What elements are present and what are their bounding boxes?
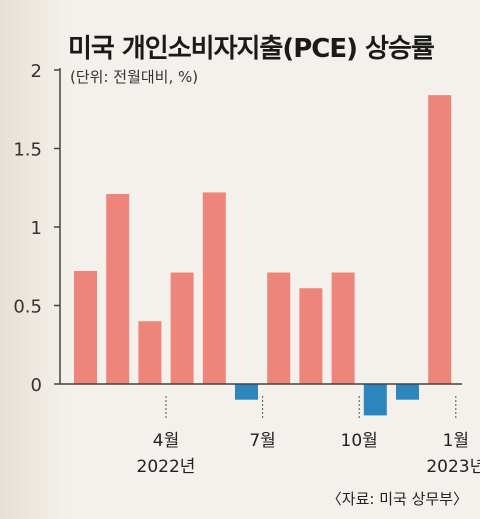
source-note: 〈자료: 미국 상무부〉 — [326, 490, 468, 508]
bar — [428, 95, 452, 385]
unit-note: (단위: 전월대비, %) — [70, 68, 199, 86]
x-tick-label: 7월 — [249, 431, 275, 451]
y-axis: 0 0.5 1 1.5 2 — [13, 61, 61, 396]
bar — [74, 270, 97, 384]
bar — [202, 192, 226, 384]
bar — [235, 384, 258, 400]
y-tick-label: 0 — [31, 375, 42, 396]
y-tick-label: 1.5 — [13, 140, 42, 161]
y-tick-label: 0.5 — [13, 297, 42, 318]
bar — [363, 384, 387, 416]
bar — [331, 272, 355, 384]
y-tick-label: 2 — [31, 61, 42, 82]
background-photo-strip — [0, 0, 70, 519]
x-axis: 4월 2022년 7월 10월 1월 2023년 — [60, 383, 480, 477]
x-tick-label: 1월 — [443, 431, 469, 451]
bar — [170, 272, 194, 384]
y-tick-label: 1 — [31, 218, 42, 239]
x-tick-label: 10월 — [341, 431, 378, 451]
x-tick-label: 2022년 — [137, 457, 196, 477]
bar — [138, 321, 162, 384]
bar — [106, 194, 130, 384]
bar — [267, 272, 291, 384]
chart-title: 미국 개인소비자지출(PCE) 상승률 — [68, 34, 435, 64]
x-tick-label: 4월 — [153, 431, 179, 451]
bar — [299, 288, 323, 384]
bars — [74, 95, 452, 416]
bar — [396, 384, 419, 400]
x-tick-label: 2023년 — [426, 457, 480, 477]
